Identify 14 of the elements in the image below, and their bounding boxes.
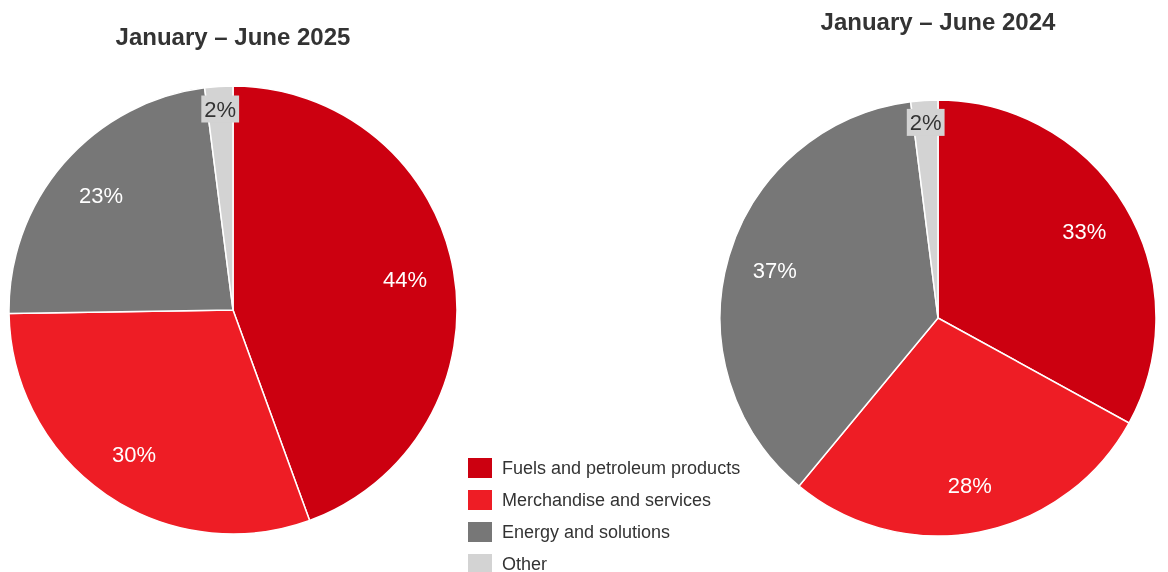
chart-title: January – June 2025 bbox=[115, 23, 351, 50]
data-label: 28% bbox=[947, 472, 992, 498]
data-label: 2% bbox=[909, 109, 942, 135]
data-label: 30% bbox=[111, 441, 156, 467]
data-label: 44% bbox=[383, 267, 428, 293]
legend-label: Fuels and petroleum products bbox=[502, 458, 741, 479]
chart-title: January – June 2024 bbox=[820, 8, 1057, 35]
legend-label: Other bbox=[502, 554, 548, 572]
data-label: 23% bbox=[78, 183, 123, 209]
data-label: 2% bbox=[204, 96, 237, 122]
data-label: 33% bbox=[1062, 219, 1107, 245]
legend-label: Energy and solutions bbox=[502, 522, 671, 543]
legend-label: Merchandise and services bbox=[502, 490, 712, 511]
data-label: 37% bbox=[752, 258, 797, 284]
